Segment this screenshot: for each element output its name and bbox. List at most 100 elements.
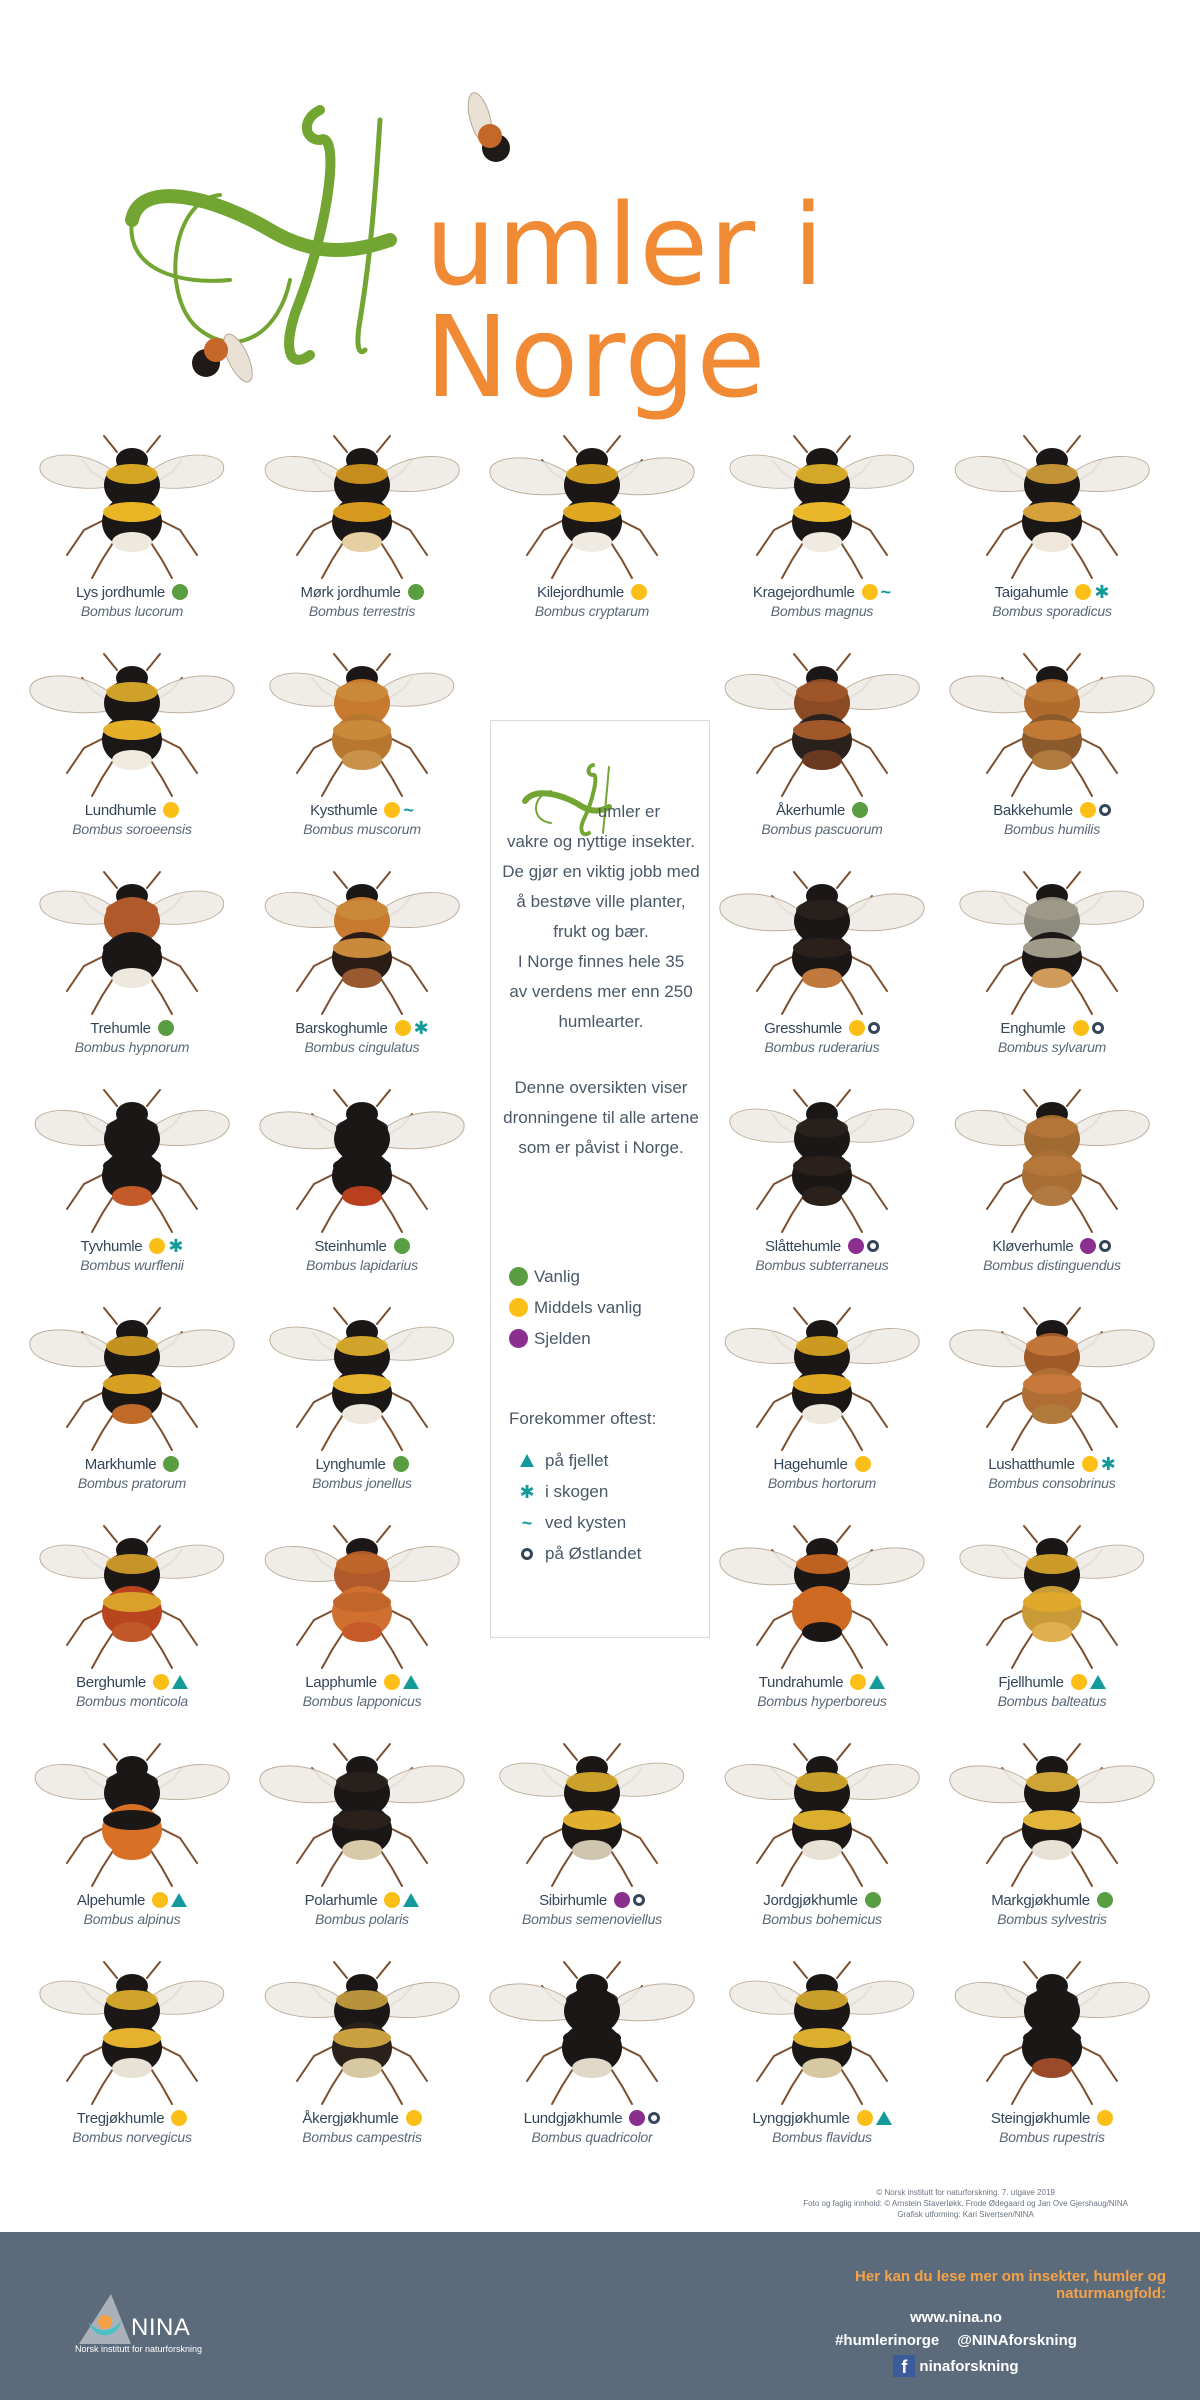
common-name: Polarhumle bbox=[304, 1891, 378, 1909]
common-name: Kilejordhumle bbox=[537, 583, 624, 601]
asterisk-icon: ✱ bbox=[1100, 1454, 1116, 1474]
species-card: Tregjøkhumle Bombus norvegicus bbox=[17, 1956, 247, 2174]
species-card: Berghumle Bombus monticola bbox=[17, 1520, 247, 1738]
facebook-link[interactable]: f ninaforskning bbox=[893, 2355, 1019, 2377]
bumblebee-photo-icon bbox=[269, 653, 455, 797]
latin-name: Bombus quadricolor bbox=[531, 2129, 653, 2145]
yellow-dot-icon bbox=[1072, 1020, 1089, 1036]
species-name-row: Polarhumle bbox=[247, 1890, 477, 1910]
common-name: Lushatthumle bbox=[988, 1455, 1075, 1473]
species-card: Enghumle Bombus sylvarum bbox=[937, 866, 1167, 1084]
species-name-row: Enghumle bbox=[937, 1018, 1167, 1038]
common-name: Trehumle bbox=[90, 1019, 151, 1037]
bumblebee-photo-icon bbox=[29, 653, 235, 797]
decorative-bee-icon bbox=[467, 92, 510, 162]
overview-line: dronningene til alle artene bbox=[503, 1108, 699, 1127]
latin-name: Bombus bohemicus bbox=[762, 1911, 882, 1927]
common-name: Åkerhumle bbox=[776, 801, 845, 819]
nina-logo[interactable]: NINA Norsk institutt for naturforskning bbox=[75, 2292, 225, 2372]
triangle-icon bbox=[1089, 1675, 1106, 1689]
common-name: Lapphumle bbox=[305, 1673, 377, 1691]
species-name-row: Kragejordhumle ~ bbox=[707, 582, 937, 602]
green-dot-icon bbox=[407, 584, 424, 600]
species-card: Mørk jordhumle Bombus terrestris bbox=[247, 430, 477, 648]
credit-line: Grafisk utforming: Kari Sivertsen/NINA bbox=[897, 2210, 1034, 2219]
tilde-icon: ~ bbox=[521, 1512, 533, 1533]
species-name-row: Fjellhumle bbox=[937, 1672, 1167, 1692]
info-panel: umler er vakre og nyttige insekter. De g… bbox=[490, 720, 710, 1638]
species-card: Alpehumle Bombus alpinus bbox=[17, 1738, 247, 1956]
hashtag-link[interactable]: #humlerinorge bbox=[835, 2332, 940, 2349]
ring-icon bbox=[867, 1022, 880, 1034]
latin-name: Bombus hyperboreus bbox=[757, 1693, 887, 1709]
asterisk-icon: ✱ bbox=[519, 1481, 535, 1502]
species-card: Kragejordhumle ~ Bombus magnus bbox=[707, 430, 937, 648]
green-dot-icon bbox=[1096, 1892, 1113, 1908]
species-card: Kysthumle ~ Bombus muscorum bbox=[247, 648, 477, 866]
poster-header: umler i Norge bbox=[0, 0, 1200, 420]
latin-name: Bombus sporadicus bbox=[992, 603, 1112, 619]
species-name-row: Lynghumle bbox=[247, 1454, 477, 1474]
overview-paragraph: Denne oversikten viser dronningene til a… bbox=[491, 1073, 711, 1163]
species-card: Tundrahumle Bombus hyperboreus bbox=[707, 1520, 937, 1738]
common-name: Kløverhumle bbox=[992, 1237, 1074, 1255]
yellow-dot-icon bbox=[383, 1674, 400, 1690]
yellow-dot-icon bbox=[394, 1020, 411, 1036]
species-name-row: Sibirhumle bbox=[477, 1890, 707, 1910]
species-name-row: Slåttehumle bbox=[707, 1236, 937, 1256]
common-name: Bakkehumle bbox=[993, 801, 1073, 819]
ring-icon bbox=[632, 1894, 645, 1906]
bumblebee-photo-icon bbox=[729, 1961, 915, 2105]
yellow-dot-icon bbox=[850, 1674, 867, 1690]
yellow-dot-icon bbox=[384, 1892, 401, 1908]
latin-name: Bombus semenoviellus bbox=[522, 1911, 662, 1927]
yellow-dot-icon bbox=[1081, 1456, 1098, 1472]
habitat-legend-title: Forekommer oftest: bbox=[509, 1409, 657, 1428]
triangle-icon bbox=[171, 1675, 188, 1689]
species-name-row: Kløverhumle bbox=[937, 1236, 1167, 1256]
twitter-handle-link[interactable]: @NINAforskning bbox=[957, 2332, 1077, 2349]
ring-icon bbox=[1098, 804, 1111, 816]
green-dot-icon bbox=[157, 1020, 174, 1036]
yellow-dot-icon bbox=[163, 802, 180, 818]
latin-name: Bombus lapponicus bbox=[302, 1693, 422, 1709]
yellow-dot-icon bbox=[1097, 2110, 1114, 2126]
intro-line: De gjør en viktig jobb med bbox=[502, 862, 700, 881]
bumblebee-photo-icon bbox=[269, 1307, 455, 1451]
species-name-row: Kilejordhumle bbox=[477, 582, 707, 602]
decorative-bee-icon bbox=[192, 333, 253, 383]
intro-line: frukt og bær. bbox=[553, 922, 649, 941]
logo-name: NINA bbox=[131, 2314, 191, 2341]
species-card: Lundhumle Bombus soroeensis bbox=[17, 648, 247, 866]
common-name: Hagehumle bbox=[773, 1455, 848, 1473]
bumblebee-photo-icon bbox=[949, 1307, 1155, 1451]
bumblebee-photo-icon bbox=[259, 1089, 465, 1233]
latin-name: Bombus lapidarius bbox=[306, 1257, 418, 1273]
latin-name: Bombus sylvestris bbox=[997, 1911, 1107, 1927]
latin-name: Bombus ruderarius bbox=[764, 1039, 880, 1055]
species-card: Åkerhumle Bombus pascuorum bbox=[707, 648, 937, 866]
yellow-dot-icon bbox=[630, 584, 647, 600]
latin-name: Bombus balteatus bbox=[997, 1693, 1107, 1709]
bumblebee-photo-icon bbox=[29, 1307, 235, 1451]
legend-label: ved kysten bbox=[545, 1512, 627, 1532]
common-name: Slåttehumle bbox=[765, 1237, 841, 1255]
legend-label: på Østlandet bbox=[545, 1543, 642, 1563]
frequency-legend: Vanlig Middels vanlig Sjelden bbox=[509, 1261, 642, 1354]
bumblebee-photo-icon bbox=[489, 435, 695, 579]
footer-headline: Her kan du lese mer om insekter, humler … bbox=[855, 2268, 1166, 2302]
species-card: Taigahumle ✱ Bombus sporadicus bbox=[937, 430, 1167, 648]
green-dot-icon bbox=[509, 1267, 528, 1286]
latin-name: Bombus rupestris bbox=[999, 2129, 1105, 2145]
latin-name: Bombus cryptarum bbox=[534, 603, 650, 619]
species-name-row: Steinhumle bbox=[247, 1236, 477, 1256]
legend-vanlig: Vanlig bbox=[509, 1261, 642, 1292]
latin-name: Bombus subterraneus bbox=[755, 1257, 889, 1273]
species-card: Bakkehumle Bombus humilis bbox=[937, 648, 1167, 866]
ring-icon bbox=[1099, 1240, 1112, 1252]
website-link[interactable]: www.nina.no bbox=[910, 2309, 1002, 2326]
species-card: Polarhumle Bombus polaris bbox=[247, 1738, 477, 1956]
common-name: Kysthumle bbox=[310, 801, 378, 819]
common-name: Tregjøkhumle bbox=[76, 2109, 165, 2127]
common-name: Alpehumle bbox=[76, 1891, 146, 1909]
